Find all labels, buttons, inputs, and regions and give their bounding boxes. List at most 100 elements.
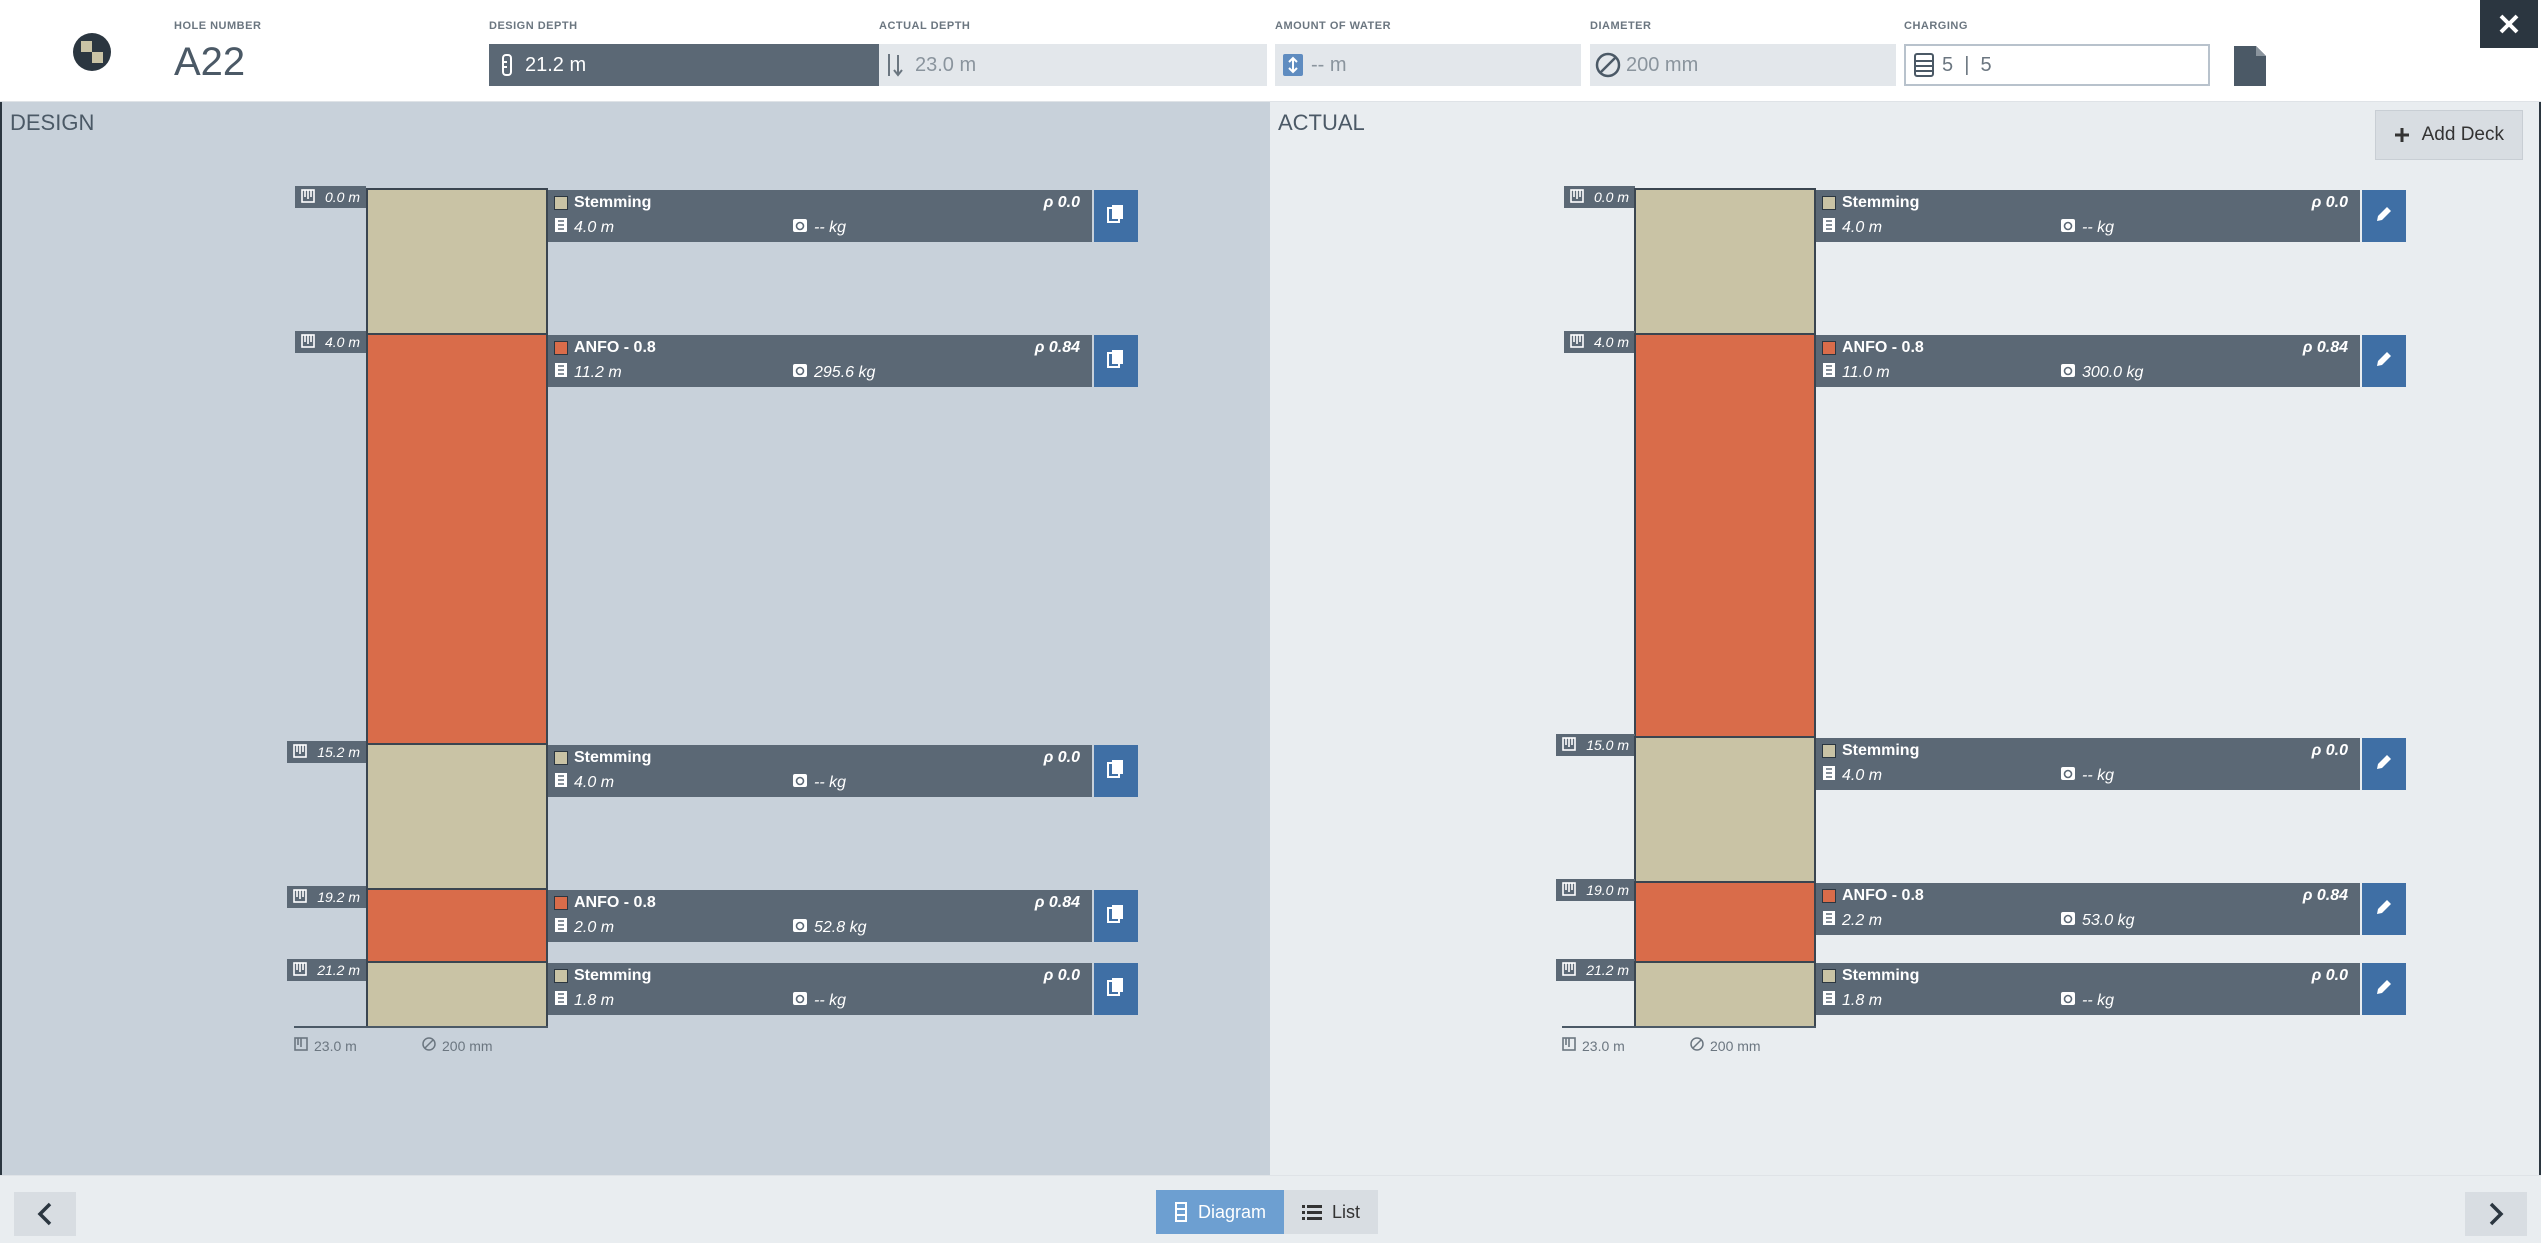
copy-deck-button[interactable] bbox=[1094, 745, 1138, 797]
copy-icon bbox=[1107, 977, 1125, 1002]
deck-name: ANFO - 0.8 bbox=[1842, 887, 1924, 904]
document-icon[interactable] bbox=[2232, 44, 2268, 88]
length-icon bbox=[1822, 217, 1836, 238]
edit-deck-button[interactable] bbox=[2362, 738, 2406, 790]
deck-info-row[interactable]: Stemming ρ 0.0 4.0 m -- kg bbox=[1816, 738, 2360, 790]
edit-deck-button[interactable] bbox=[2362, 335, 2406, 387]
bottom-depth-icon bbox=[294, 1037, 308, 1054]
copy-deck-button[interactable] bbox=[1094, 190, 1138, 242]
deck-color-swatch bbox=[554, 341, 568, 355]
pencil-icon bbox=[2375, 978, 2393, 1001]
list-view-label: List bbox=[1332, 1201, 1361, 1222]
copy-deck-button[interactable] bbox=[1094, 335, 1138, 387]
weight-icon bbox=[2060, 217, 2076, 238]
deck-info-row[interactable]: ANFO - 0.8 ρ 0.84 11.0 m 300.0 kg bbox=[1816, 335, 2360, 387]
deck-density: ρ 0.0 bbox=[2311, 967, 2348, 984]
diagram-view-button[interactable]: Diagram bbox=[1156, 1190, 1285, 1234]
deck-info-row[interactable]: Stemming ρ 0.0 4.0 m -- kg bbox=[548, 190, 1092, 242]
deck-length: 1.8 m bbox=[574, 991, 615, 1009]
previous-button[interactable] bbox=[14, 1192, 76, 1236]
pencil-icon bbox=[2375, 898, 2393, 921]
deck-length: 4.0 m bbox=[1842, 218, 1883, 236]
diagram-view-label: Diagram bbox=[1198, 1201, 1267, 1222]
deck-segment[interactable] bbox=[1634, 188, 1816, 335]
deck-length: 4.0 m bbox=[574, 773, 615, 791]
depth-gauge-icon bbox=[489, 44, 525, 86]
hole-number-value: A22 bbox=[174, 40, 246, 84]
weight-icon bbox=[2060, 910, 2076, 931]
deck-length: 11.2 m bbox=[574, 363, 622, 381]
deck-segment[interactable] bbox=[1634, 881, 1816, 963]
deck-segment[interactable] bbox=[366, 188, 548, 335]
deck-length: 2.2 m bbox=[1842, 911, 1883, 929]
copy-deck-button[interactable] bbox=[1094, 963, 1138, 1015]
edit-deck-button[interactable] bbox=[2362, 190, 2406, 242]
deck-info-row[interactable]: Stemming ρ 0.0 4.0 m -- kg bbox=[1816, 190, 2360, 242]
deck-info-row[interactable]: Stemming ρ 0.0 1.8 m -- kg bbox=[548, 963, 1092, 1015]
weight-icon bbox=[792, 217, 808, 238]
water-value: -- m bbox=[1311, 53, 1347, 76]
bottom-diameter-value: 200 mm bbox=[442, 1037, 493, 1054]
deck-mass: -- kg bbox=[814, 773, 846, 791]
depth-marker-value: 15.2 m bbox=[317, 744, 360, 760]
deck-density: ρ 0.0 bbox=[1043, 194, 1080, 211]
edit-deck-button[interactable] bbox=[2362, 883, 2406, 935]
edit-deck-button[interactable] bbox=[2362, 963, 2406, 1015]
deck-density: ρ 0.0 bbox=[1043, 749, 1080, 766]
deck-color-swatch bbox=[554, 751, 568, 765]
footer: Diagram List bbox=[0, 1175, 2541, 1243]
design-depth-label: DESIGN DEPTH bbox=[489, 20, 578, 32]
deck-segment[interactable] bbox=[366, 333, 548, 745]
deck-info-row[interactable]: Stemming ρ 0.0 1.8 m -- kg bbox=[1816, 963, 2360, 1015]
diameter-icon bbox=[1590, 44, 1626, 86]
deck-info-row[interactable]: ANFO - 0.8 ρ 0.84 2.0 m 52.8 kg bbox=[548, 890, 1092, 942]
copy-deck-button[interactable] bbox=[1094, 890, 1138, 942]
copy-icon bbox=[1107, 904, 1125, 929]
deck-color-swatch bbox=[554, 896, 568, 910]
deck-info-row[interactable]: ANFO - 0.8 ρ 0.84 11.2 m 295.6 kg bbox=[548, 335, 1092, 387]
weight-icon bbox=[2060, 765, 2076, 786]
next-button[interactable] bbox=[2465, 1192, 2527, 1236]
depth-marker-icon bbox=[301, 333, 315, 351]
bottom-diameter-value: 200 mm bbox=[1710, 1037, 1761, 1054]
charging-icon bbox=[1906, 44, 1942, 86]
deck-info-row[interactable]: ANFO - 0.8 ρ 0.84 2.2 m 53.0 kg bbox=[1816, 883, 2360, 935]
actual-depth-label: ACTUAL DEPTH bbox=[879, 20, 971, 32]
deck-segment[interactable] bbox=[366, 743, 548, 890]
depth-marker-value: 21.2 m bbox=[1586, 962, 1629, 978]
deck-segment[interactable] bbox=[1634, 333, 1816, 738]
deck-color-swatch bbox=[1822, 341, 1836, 355]
bottom-depth-value: 23.0 m bbox=[1582, 1037, 1625, 1054]
actual-depth-field[interactable]: 23.0 m bbox=[879, 44, 1267, 86]
close-icon bbox=[2499, 14, 2519, 34]
deck-name: Stemming bbox=[574, 749, 652, 766]
depth-marker-icon bbox=[1570, 188, 1584, 206]
deck-segment[interactable] bbox=[1634, 736, 1816, 883]
depth-marker-value: 21.2 m bbox=[317, 962, 360, 978]
diameter-field[interactable]: 200 mm bbox=[1590, 44, 1896, 86]
deck-length: 11.0 m bbox=[1842, 363, 1890, 381]
deck-length: 4.0 m bbox=[1842, 766, 1883, 784]
deck-density: ρ 0.84 bbox=[2302, 887, 2348, 904]
deck-segment[interactable] bbox=[1634, 961, 1816, 1028]
design-title: DESIGN bbox=[10, 110, 95, 135]
depth-marker-icon bbox=[1562, 881, 1576, 899]
design-depth-field[interactable]: 21.2 m bbox=[489, 44, 879, 86]
deck-density: ρ 0.0 bbox=[1043, 967, 1080, 984]
close-button[interactable] bbox=[2480, 0, 2538, 48]
deck-segment[interactable] bbox=[366, 961, 548, 1028]
deck-segment[interactable] bbox=[366, 888, 548, 963]
add-deck-button[interactable]: Add Deck bbox=[2374, 110, 2523, 160]
hole-number-label: HOLE NUMBER bbox=[174, 20, 262, 32]
depth-marker: 4.0 m bbox=[1563, 331, 1635, 353]
deck-mass: -- kg bbox=[2082, 991, 2114, 1009]
charging-field[interactable]: 5 | 5 bbox=[1904, 44, 2210, 86]
water-field[interactable]: -- m bbox=[1275, 44, 1581, 86]
depth-marker-icon bbox=[1570, 333, 1584, 351]
deck-density: ρ 0.0 bbox=[2311, 742, 2348, 759]
deck-mass: 300.0 kg bbox=[2082, 363, 2144, 381]
list-view-button[interactable]: List bbox=[1284, 1190, 1379, 1234]
weight-icon bbox=[2060, 362, 2076, 383]
deck-info-row[interactable]: Stemming ρ 0.0 4.0 m -- kg bbox=[548, 745, 1092, 797]
hole-bottom-depth: 23.0 m bbox=[294, 1037, 357, 1054]
